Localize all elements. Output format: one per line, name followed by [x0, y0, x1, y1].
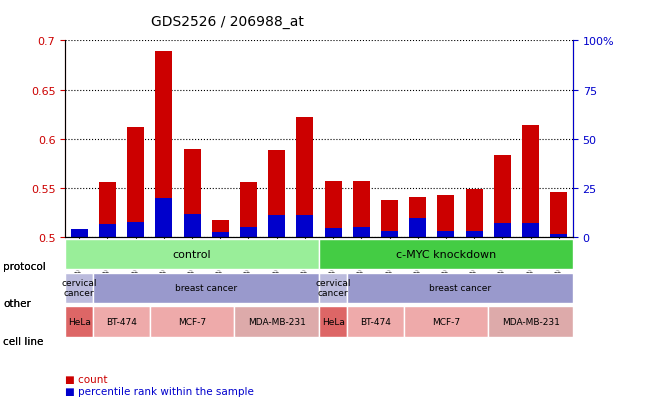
Text: MCF-7: MCF-7	[432, 317, 460, 326]
Bar	[212, 233, 229, 237]
FancyBboxPatch shape	[347, 306, 404, 337]
Text: MDA-MB-231: MDA-MB-231	[502, 317, 559, 326]
Bar	[268, 216, 285, 237]
Bar	[296, 216, 313, 237]
FancyBboxPatch shape	[347, 273, 573, 303]
Text: cell line: cell line	[3, 336, 44, 346]
FancyBboxPatch shape	[93, 273, 319, 303]
Text: control: control	[173, 249, 212, 259]
Text: cervical
cancer: cervical cancer	[315, 278, 351, 298]
Bar	[381, 232, 398, 237]
Text: cell line: cell line	[3, 336, 44, 346]
Bar	[522, 126, 539, 237]
Bar	[465, 190, 482, 237]
Bar	[99, 225, 116, 237]
FancyBboxPatch shape	[404, 306, 488, 337]
Bar	[127, 128, 144, 237]
Bar	[296, 118, 313, 237]
Bar	[212, 221, 229, 237]
Bar	[409, 197, 426, 237]
Text: other: other	[3, 299, 31, 309]
Text: cervical
cancer: cervical cancer	[61, 278, 97, 298]
Bar	[437, 195, 454, 237]
FancyBboxPatch shape	[319, 306, 347, 337]
Bar	[325, 182, 342, 237]
Bar	[353, 182, 370, 237]
FancyBboxPatch shape	[319, 239, 573, 270]
Bar	[522, 224, 539, 237]
Text: BT-474: BT-474	[360, 317, 391, 326]
Bar	[127, 223, 144, 237]
Bar	[494, 224, 511, 237]
Text: HeLa: HeLa	[322, 317, 344, 326]
FancyBboxPatch shape	[234, 306, 319, 337]
FancyBboxPatch shape	[65, 239, 319, 270]
FancyBboxPatch shape	[319, 273, 347, 303]
Bar	[325, 229, 342, 237]
Bar	[71, 230, 88, 237]
Bar	[184, 215, 201, 237]
Bar	[409, 219, 426, 237]
Text: breast cancer: breast cancer	[429, 284, 491, 292]
Bar	[156, 52, 173, 237]
Bar	[353, 228, 370, 237]
Text: MDA-MB-231: MDA-MB-231	[248, 317, 305, 326]
FancyBboxPatch shape	[65, 273, 93, 303]
Text: c-MYC knockdown: c-MYC knockdown	[396, 249, 496, 259]
Bar	[99, 183, 116, 237]
Bar	[156, 198, 173, 237]
Bar	[240, 228, 257, 237]
Bar	[71, 230, 88, 237]
Text: ■ count: ■ count	[65, 374, 107, 384]
Text: other: other	[3, 299, 31, 309]
FancyBboxPatch shape	[150, 306, 234, 337]
Text: BT-474: BT-474	[106, 317, 137, 326]
Bar	[184, 149, 201, 237]
Bar	[437, 232, 454, 237]
FancyBboxPatch shape	[488, 306, 573, 337]
Text: protocol: protocol	[3, 261, 46, 271]
Bar	[494, 156, 511, 237]
Bar	[550, 192, 567, 237]
Text: HeLa: HeLa	[68, 317, 90, 326]
FancyBboxPatch shape	[93, 306, 150, 337]
Bar	[240, 183, 257, 237]
Bar	[550, 235, 567, 237]
Bar	[268, 150, 285, 237]
Text: ■ percentile rank within the sample: ■ percentile rank within the sample	[65, 387, 254, 396]
FancyBboxPatch shape	[65, 306, 93, 337]
Text: breast cancer: breast cancer	[175, 284, 237, 292]
Text: protocol: protocol	[3, 261, 46, 271]
Text: MCF-7: MCF-7	[178, 317, 206, 326]
Text: GDS2526 / 206988_at: GDS2526 / 206988_at	[152, 15, 304, 29]
Bar	[381, 200, 398, 237]
Bar	[465, 232, 482, 237]
